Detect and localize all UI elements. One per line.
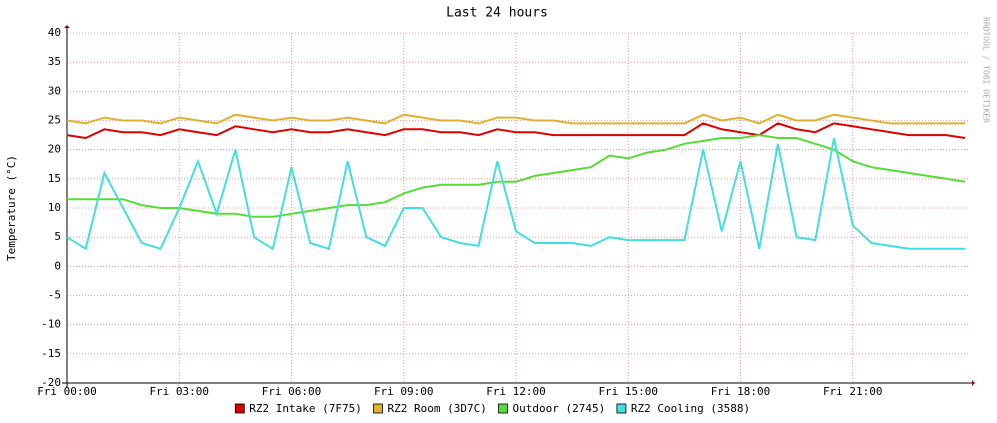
series-line [66, 137, 965, 251]
legend-label: Outdoor (2745) [513, 402, 606, 415]
y-tick-label: 15 [48, 172, 61, 185]
legend-swatch [234, 403, 245, 414]
legend-swatch [373, 403, 383, 414]
x-tick-label: Fri 03:00 [149, 385, 209, 398]
y-tick-label: 30 [48, 84, 61, 97]
chart-title: Last 24 hours [446, 6, 548, 21]
y-tick-label: 10 [48, 201, 61, 214]
y-tick-label: 25 [48, 114, 61, 127]
x-tick-label: Fri 00:00 [37, 385, 97, 398]
x-tick-label: Fri 21:00 [823, 385, 883, 398]
legend-label: RZ2 Cooling (3588) [631, 402, 750, 415]
x-tick-label: Fri 12:00 [486, 385, 546, 398]
y-tick-label: 40 [48, 26, 61, 39]
y-tick-label: -10 [41, 318, 61, 331]
legend-label: RZ2 Room (3D7C) [388, 402, 487, 415]
y-tick-label: -20 [41, 376, 61, 389]
y-axis-arrow [64, 25, 70, 28]
y-tick-label: -5 [48, 289, 61, 302]
x-tick-label: Fri 18:00 [711, 385, 771, 398]
y-tick-label: 5 [54, 230, 61, 243]
y-axis-label: Temperature (°C) [5, 155, 18, 261]
watermark: RRDTOOL / TOBI OETIKER [982, 17, 991, 123]
x-tick-label: Fri 09:00 [374, 385, 434, 398]
y-tick-label: -15 [41, 347, 61, 360]
y-tick-label: 0 [54, 259, 61, 272]
series-line [66, 122, 966, 140]
x-tick-label: Fri 15:00 [598, 385, 658, 398]
series-line [66, 113, 965, 125]
x-tick-label: Fri 06:00 [262, 385, 322, 398]
legend-label: RZ2 Intake (7F75) [249, 402, 362, 415]
y-tick-label: 20 [48, 143, 61, 156]
legend-swatch [498, 403, 508, 414]
x-axis-arrow [972, 380, 975, 386]
legend-swatch [616, 403, 627, 414]
y-tick-label: 35 [48, 55, 61, 68]
